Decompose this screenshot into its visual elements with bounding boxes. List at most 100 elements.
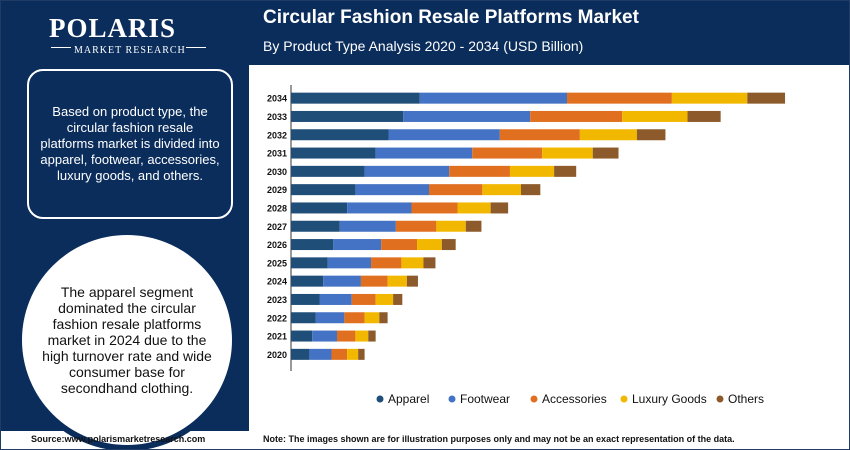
legend-label: Others — [728, 392, 764, 406]
bar-segment — [339, 220, 396, 232]
bar-segment — [567, 92, 672, 104]
bar-segment — [337, 330, 356, 342]
y-tick-label: 2022 — [267, 313, 287, 323]
legend-marker — [376, 395, 384, 403]
bar-segment — [351, 293, 376, 305]
legend-marker — [620, 395, 628, 403]
y-tick-label: 2021 — [267, 332, 287, 342]
bar-segment — [291, 220, 340, 232]
bar-segment — [429, 184, 483, 196]
bar-segment — [327, 257, 372, 269]
bar-segment — [671, 92, 748, 104]
bar-segment — [291, 239, 334, 251]
bar-segment — [622, 110, 688, 122]
legend-label: Accessories — [542, 392, 607, 406]
highlight-text: The apparel segment dominated the circul… — [42, 284, 212, 396]
summary-box: Based on product type, the circular fash… — [27, 69, 233, 219]
bar-segment — [291, 202, 348, 214]
legend-label: Luxury Goods — [632, 392, 707, 406]
bar-segment — [423, 257, 436, 269]
bar-segment — [291, 184, 356, 196]
bar-segment — [291, 257, 328, 269]
bar-segment — [521, 184, 541, 196]
y-tick-label: 2030 — [267, 167, 287, 177]
bar-segment — [375, 147, 473, 159]
bar-segment — [687, 110, 721, 122]
logo-text: POLARIS — [49, 13, 177, 43]
bar-segment — [457, 202, 491, 214]
y-tick-label: 2026 — [267, 240, 287, 250]
bar-segment — [368, 330, 376, 342]
bar-segment — [291, 275, 324, 287]
bar-segment — [417, 239, 442, 251]
bar-segment — [388, 129, 500, 141]
bar-segment — [347, 202, 412, 214]
bar-segment — [309, 348, 332, 360]
summary-text: Based on product type, the circular fash… — [40, 104, 220, 183]
y-tick-label: 2027 — [267, 222, 287, 232]
bar-segment — [319, 293, 352, 305]
logo-rule-left — [51, 47, 71, 48]
bar-segment — [482, 184, 521, 196]
y-tick-label: 2032 — [267, 130, 287, 140]
bar-segment — [331, 348, 348, 360]
y-tick-label: 2024 — [267, 277, 287, 287]
bar-segment — [401, 257, 424, 269]
bar-segment — [291, 92, 420, 104]
bar-segment — [436, 220, 466, 232]
bar-segment — [499, 129, 580, 141]
bar-segment — [419, 92, 567, 104]
bar-segment — [441, 239, 456, 251]
bar-segment — [449, 165, 510, 177]
bar-segment — [364, 165, 450, 177]
bar-segment — [291, 165, 365, 177]
y-tick-label: 2025 — [267, 258, 287, 268]
bar-segment — [411, 202, 458, 214]
bar-segment — [465, 220, 482, 232]
logo-rule-right — [186, 47, 206, 48]
legend-label: Footwear — [460, 392, 510, 406]
bar-segment — [554, 165, 577, 177]
bar-segment — [360, 275, 388, 287]
bar-segment — [530, 110, 623, 122]
y-tick-label: 2029 — [267, 185, 287, 195]
bar-segment — [375, 293, 394, 305]
bar-segment — [387, 275, 407, 287]
header-bar — [1, 1, 849, 65]
bar-segment — [592, 147, 619, 159]
bar-segment — [312, 330, 337, 342]
y-tick-label: 2031 — [267, 149, 287, 159]
bar-segment — [636, 129, 666, 141]
bar-segment — [358, 348, 365, 360]
bar-segment — [315, 312, 345, 324]
y-tick-label: 2033 — [267, 112, 287, 122]
stacked-bar-chart: 2034 2033 2032 2031 2030 2029 2028 2027 2026 2025… — [267, 85, 786, 406]
legend-marker — [716, 395, 724, 403]
bar-segment — [323, 275, 361, 287]
y-tick-label: 2034 — [267, 94, 287, 104]
y-tick-label: 2023 — [267, 295, 287, 305]
source-text: Source:www.polarismarketresearch.com — [31, 434, 206, 444]
polaris-logo: POLARIS MARKET RESEARCH — [41, 7, 211, 59]
disclaimer-note: Note: The images shown are for illustrat… — [263, 434, 735, 444]
bar-segment — [355, 184, 429, 196]
legend-marker — [530, 395, 538, 403]
bar-segment — [355, 330, 369, 342]
bar-segment — [509, 165, 555, 177]
logo-subtext: MARKET RESEARCH — [74, 45, 186, 56]
chart-subtitle: By Product Type Analysis 2020 - 2034 (US… — [263, 38, 584, 54]
bar-segment — [371, 257, 402, 269]
y-tick-label: 2020 — [267, 350, 287, 360]
bar-segment — [344, 312, 365, 324]
bar-segment — [393, 293, 403, 305]
bar-segment — [395, 220, 437, 232]
bar-segment — [472, 147, 543, 159]
bar-segment — [347, 348, 359, 360]
chart-title: Circular Fashion Resale Platforms Market — [263, 7, 639, 28]
bar-segment — [542, 147, 593, 159]
bar-segment — [291, 348, 310, 360]
bar-segment — [364, 312, 380, 324]
bar-segment — [291, 293, 320, 305]
bar-segment — [379, 312, 388, 324]
